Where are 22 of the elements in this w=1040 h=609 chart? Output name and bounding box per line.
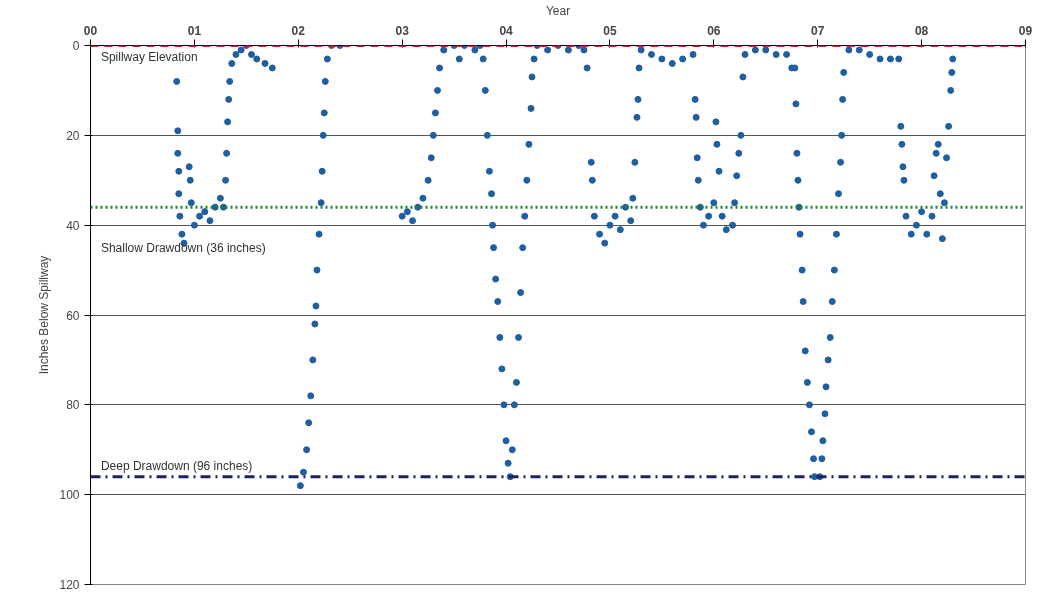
y-tick-label: 20 <box>66 128 80 143</box>
y-axis-title: Inches Below Spillway <box>37 255 52 375</box>
y-tick-label: 80 <box>66 398 80 413</box>
x-tick-label: 08 <box>914 23 929 38</box>
y-tick-label: 120 <box>59 578 80 592</box>
y-tick-label: 100 <box>59 488 80 503</box>
x-axis-title: Year <box>545 3 571 18</box>
y-tick-label: 0 <box>72 39 80 53</box>
x-tick-label: 09 <box>1018 23 1033 38</box>
x-tick-label: 04 <box>499 23 514 38</box>
ref-line-label: Deep Drawdown (96 inches) <box>100 458 253 473</box>
x-tick-label: 06 <box>707 23 721 38</box>
ref-line-label: Spillway Elevation <box>100 49 198 64</box>
ref-line-label: Shallow Drawdown (36 inches) <box>100 241 266 256</box>
x-tick-label: 03 <box>395 23 410 38</box>
y-tick-label: 60 <box>66 308 80 323</box>
y-tick-label: 40 <box>66 218 80 233</box>
x-tick-label: 01 <box>187 23 202 38</box>
x-tick-label: 02 <box>291 23 306 38</box>
x-tick-label: 00 <box>83 23 98 38</box>
x-tick-label: 05 <box>603 23 617 38</box>
x-tick-label: 07 <box>811 23 825 38</box>
